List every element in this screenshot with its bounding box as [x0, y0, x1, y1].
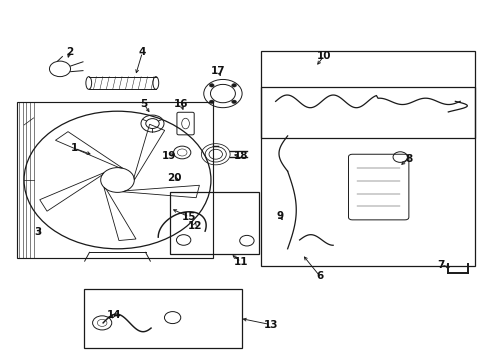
Circle shape	[231, 100, 236, 104]
Text: 19: 19	[162, 151, 176, 161]
Circle shape	[209, 84, 214, 87]
Text: 16: 16	[174, 99, 188, 109]
Bar	[261, 51, 473, 138]
Text: 3: 3	[34, 227, 41, 237]
Text: 15: 15	[182, 212, 196, 222]
Text: 1: 1	[71, 143, 78, 153]
Text: 6: 6	[315, 271, 323, 281]
Text: 11: 11	[233, 257, 248, 267]
Text: 18: 18	[233, 151, 247, 161]
Text: 9: 9	[276, 211, 284, 221]
Bar	[261, 86, 473, 266]
Bar	[84, 289, 242, 348]
Bar	[17, 102, 213, 258]
Text: 14: 14	[106, 310, 121, 320]
Text: 4: 4	[139, 47, 146, 57]
Text: 13: 13	[263, 320, 278, 330]
Text: 7: 7	[436, 260, 444, 270]
Text: 17: 17	[211, 66, 225, 76]
Text: 10: 10	[316, 51, 331, 61]
Text: 2: 2	[66, 47, 73, 57]
Text: 5: 5	[140, 99, 147, 109]
Bar	[170, 192, 258, 254]
Text: 20: 20	[166, 173, 181, 183]
Circle shape	[231, 84, 236, 87]
Circle shape	[209, 100, 214, 104]
Text: 8: 8	[405, 154, 412, 164]
Text: 12: 12	[187, 221, 202, 231]
